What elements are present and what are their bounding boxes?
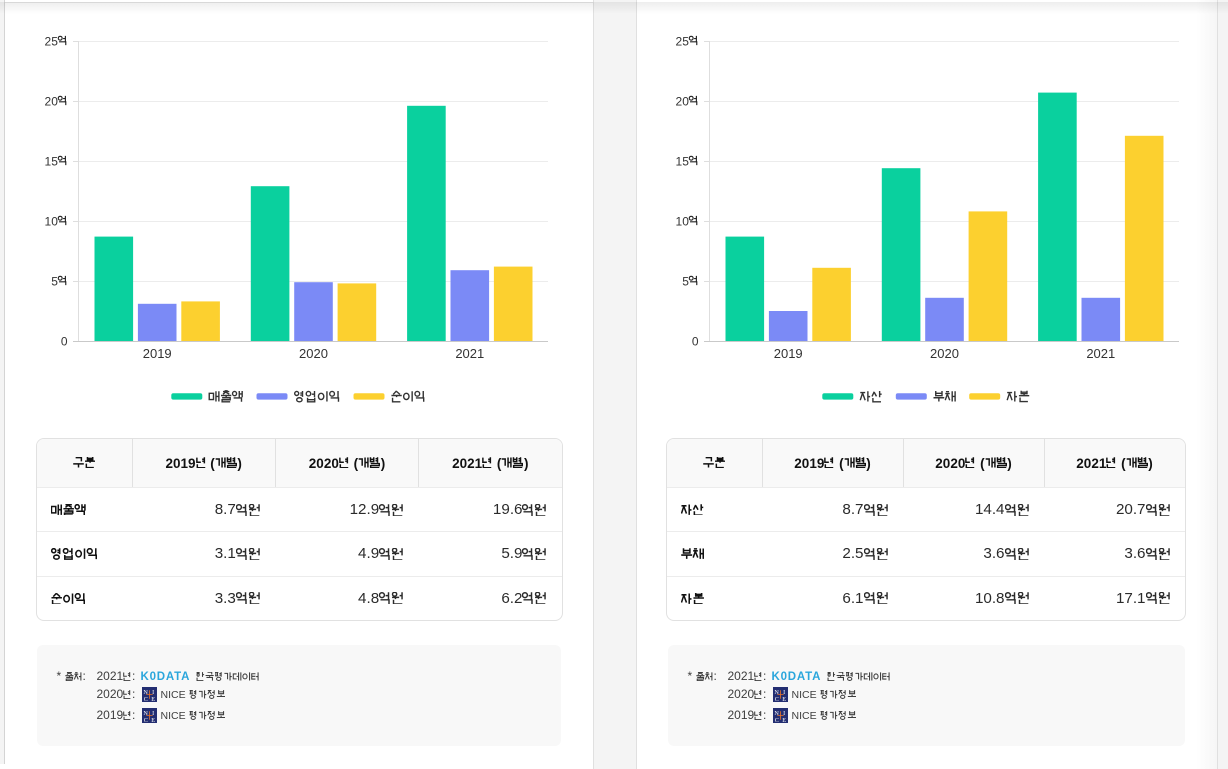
svg-text:25: 25	[676, 34, 690, 48]
svg-text:20: 20	[676, 94, 690, 108]
svg-text:15: 15	[45, 154, 59, 168]
svg-text:2019: 2019	[774, 346, 803, 361]
svg-text:0: 0	[61, 334, 68, 348]
svg-text:2021: 2021	[455, 346, 484, 361]
svg-text:2020: 2020	[930, 346, 959, 361]
svg-text:20: 20	[45, 94, 59, 108]
svg-text:E: E	[782, 717, 786, 723]
svg-text:C: C	[774, 717, 778, 723]
svg-text:2020: 2020	[299, 346, 328, 361]
svg-text:15: 15	[676, 154, 690, 168]
svg-text:N: N	[774, 689, 779, 696]
svg-text:5: 5	[51, 274, 58, 288]
svg-text:N: N	[143, 689, 148, 696]
svg-text:E: E	[782, 696, 786, 702]
svg-text:I: I	[783, 689, 785, 696]
svg-text:N: N	[774, 710, 779, 717]
svg-text:5: 5	[682, 274, 689, 288]
svg-text:10: 10	[45, 214, 59, 228]
svg-text:C: C	[774, 696, 778, 702]
svg-text:E: E	[151, 717, 155, 723]
svg-text:C: C	[143, 696, 147, 702]
svg-text:2021: 2021	[1086, 346, 1115, 361]
svg-text:10: 10	[676, 214, 690, 228]
svg-text:I: I	[152, 710, 154, 717]
svg-text:C: C	[143, 717, 147, 723]
svg-text:E: E	[151, 696, 155, 702]
svg-text:I: I	[783, 710, 785, 717]
svg-text:I: I	[152, 689, 154, 696]
svg-text:2019: 2019	[143, 346, 172, 361]
svg-text:25: 25	[45, 34, 59, 48]
svg-text:N: N	[143, 710, 148, 717]
svg-text:0: 0	[692, 334, 699, 348]
